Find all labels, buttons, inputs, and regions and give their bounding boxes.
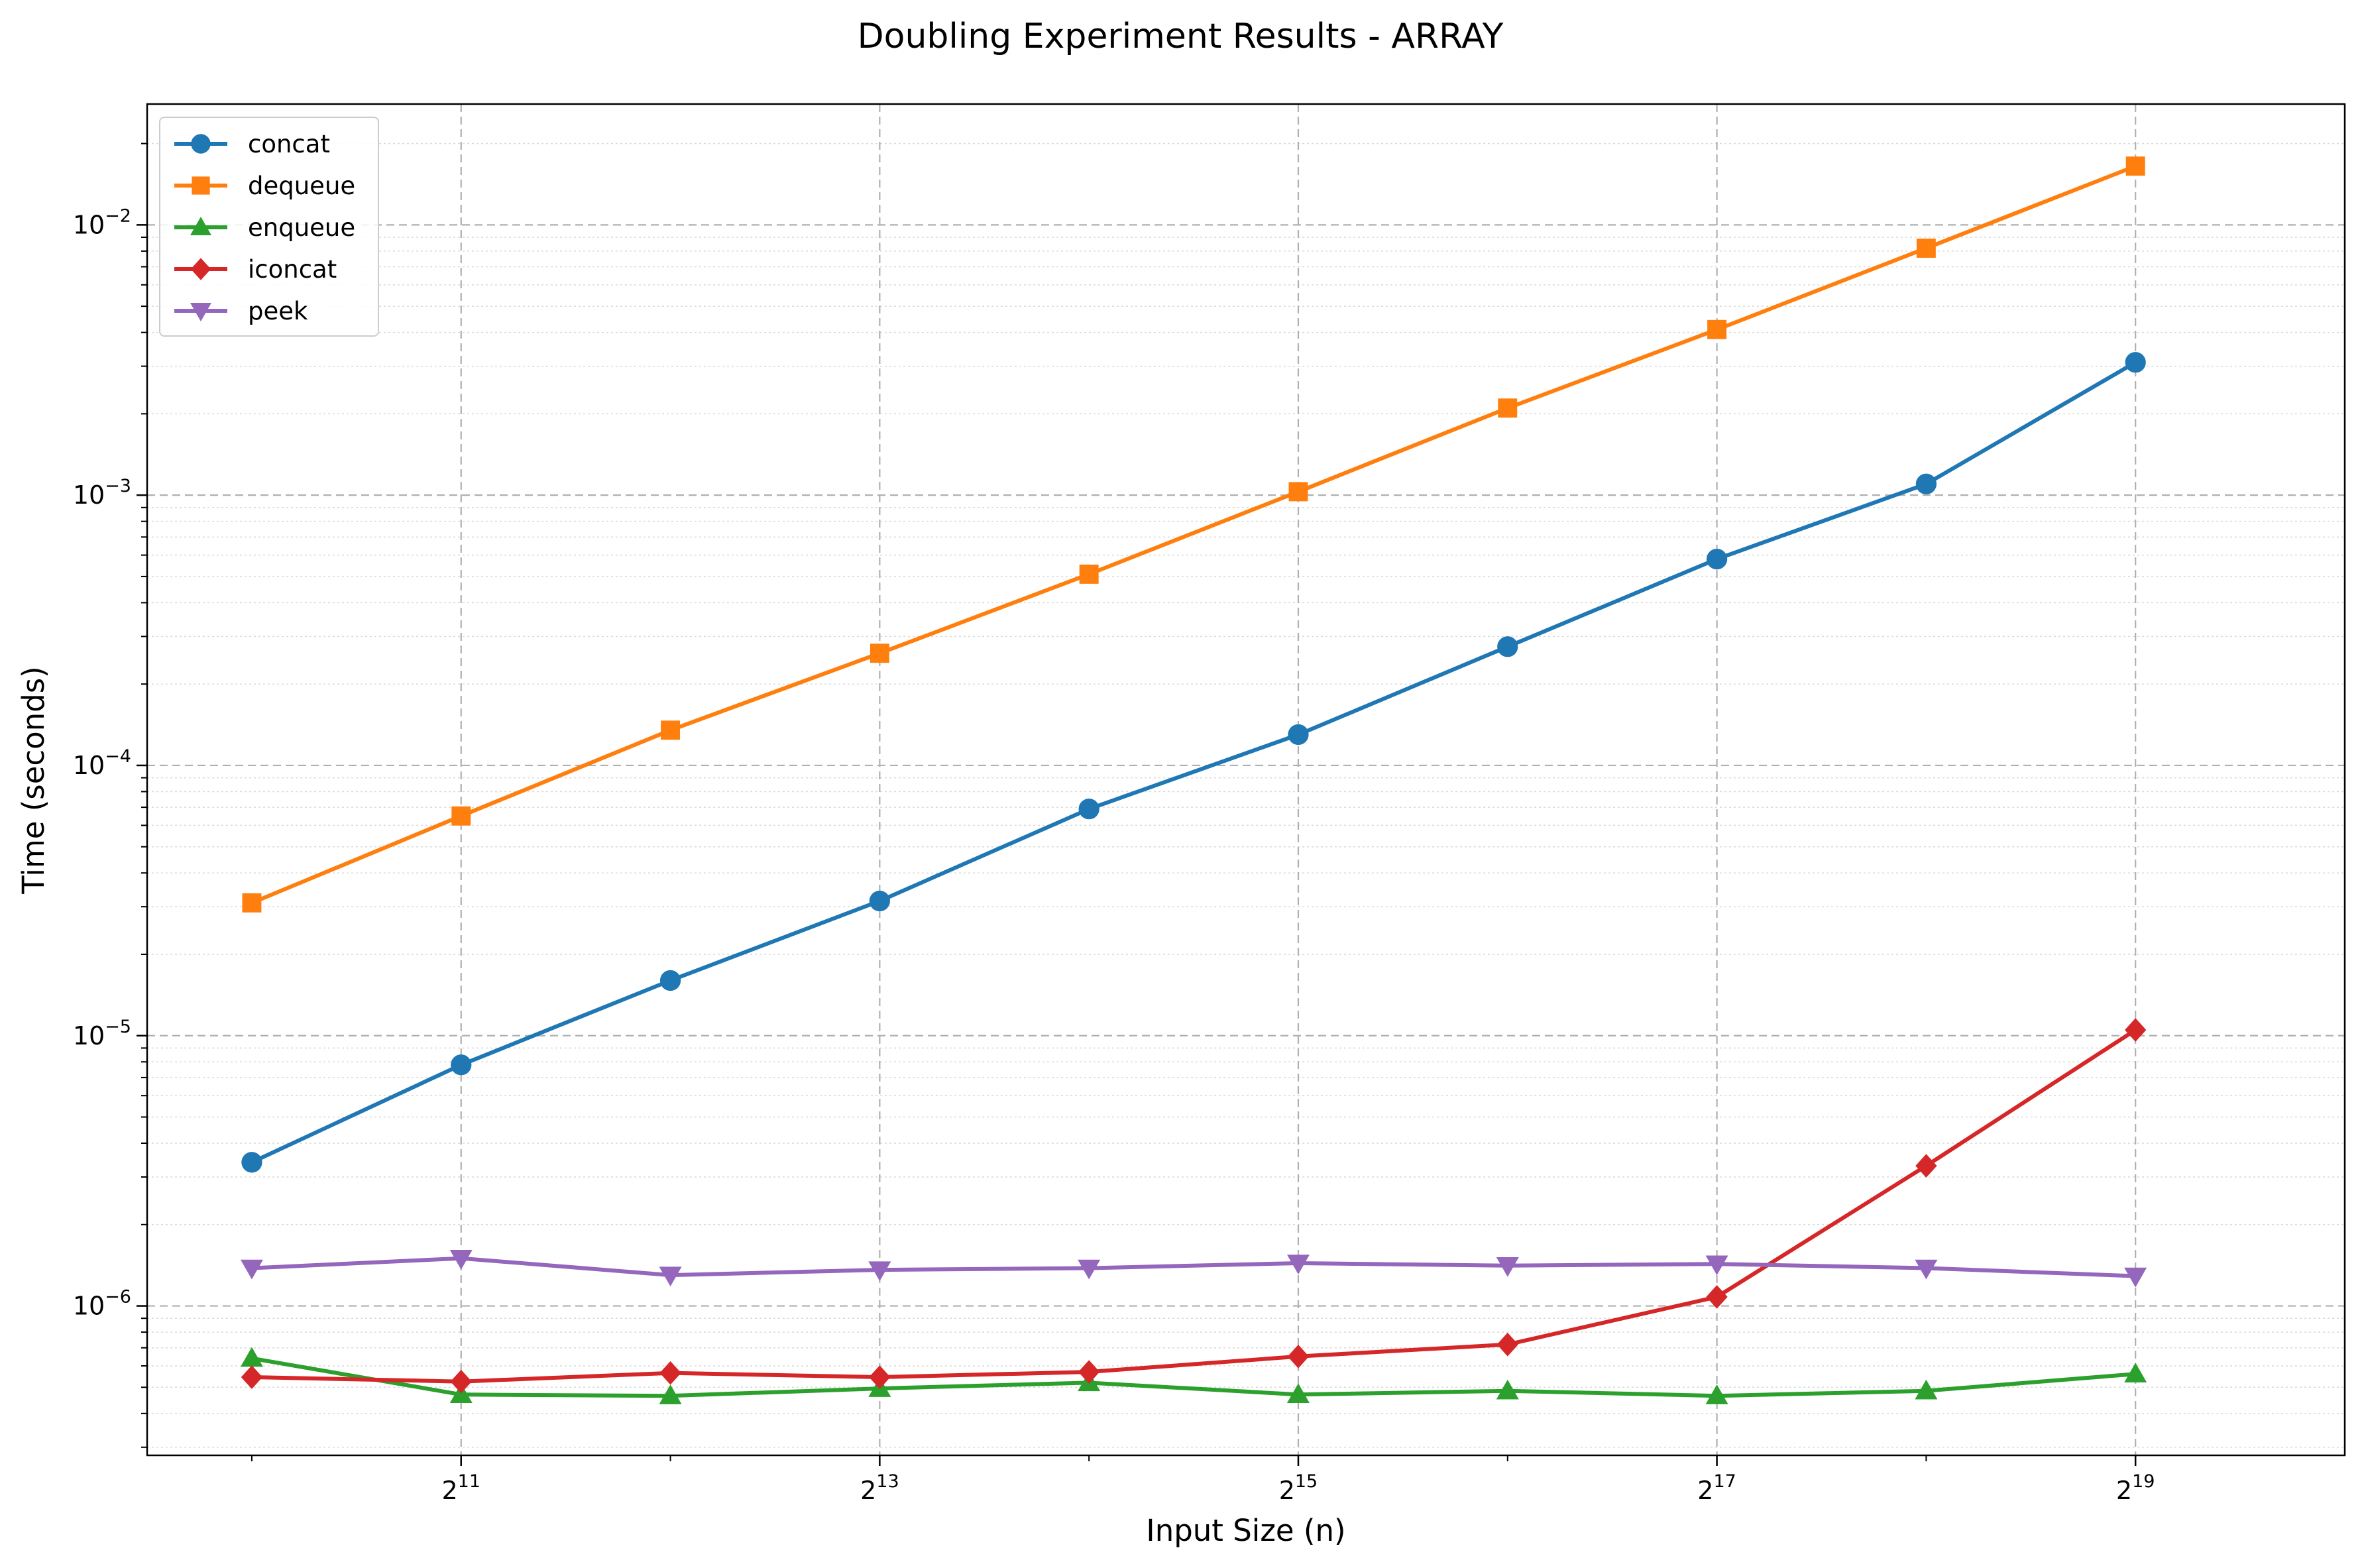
data-point-dequeue bbox=[1288, 482, 1308, 502]
data-point-concat bbox=[1078, 799, 1099, 820]
y-tick-label: 10−6 bbox=[73, 1287, 131, 1321]
data-point-enqueue bbox=[240, 1347, 263, 1367]
data-point-peek bbox=[868, 1261, 891, 1282]
legend-marker bbox=[192, 176, 210, 195]
data-point-dequeue bbox=[1916, 239, 1936, 258]
data-point-concat bbox=[1288, 724, 1309, 746]
data-point-iconcat bbox=[1287, 1344, 1310, 1369]
data-point-iconcat bbox=[1496, 1332, 1518, 1357]
legend-label: peek bbox=[248, 297, 308, 325]
legend: concat dequeue enqueue iconcat peek bbox=[159, 117, 379, 337]
data-point-enqueue bbox=[2124, 1363, 2147, 1382]
data-point-concat bbox=[1497, 636, 1518, 657]
data-point-peek bbox=[240, 1259, 263, 1280]
data-point-dequeue bbox=[1079, 564, 1099, 584]
data-point-dequeue bbox=[1707, 319, 1727, 339]
legend-marker bbox=[190, 217, 211, 235]
series-line-dequeue bbox=[250, 164, 2138, 905]
legend-label: concat bbox=[248, 130, 330, 158]
x-tick-label: 211 bbox=[441, 1471, 480, 1505]
data-point-concat bbox=[869, 890, 891, 912]
axis-ticks: 10−6 10−5 10−4 10−3 10−2 211 213 215 217 219 bbox=[73, 142, 2155, 1505]
legend-marker bbox=[190, 303, 211, 321]
x-axis-label: Input Size (n) bbox=[1146, 1513, 1345, 1548]
x-tick-label: 219 bbox=[2116, 1471, 2155, 1505]
y-axis-label: Time (seconds) bbox=[16, 666, 51, 894]
series-line-iconcat bbox=[250, 1028, 2138, 1384]
data-point-enqueue bbox=[1705, 1384, 1728, 1404]
data-point-enqueue bbox=[1915, 1379, 1938, 1400]
series-iconcat bbox=[241, 1018, 2147, 1394]
data-point-dequeue bbox=[2125, 156, 2145, 176]
data-point-enqueue bbox=[659, 1384, 682, 1404]
legend-marker bbox=[191, 134, 211, 154]
data-point-peek bbox=[1286, 1255, 1310, 1274]
legend-item-enqueue: enqueue bbox=[174, 213, 355, 242]
series-layer bbox=[240, 156, 2147, 1404]
legend-item-dequeue: dequeue bbox=[174, 172, 355, 200]
y-tick-label: 10−3 bbox=[73, 476, 131, 510]
data-point-dequeue bbox=[242, 893, 262, 913]
series-line-enqueue bbox=[250, 1356, 2138, 1398]
series-line-peek bbox=[250, 1256, 2138, 1278]
data-point-dequeue bbox=[1498, 398, 1518, 418]
x-tick-label: 215 bbox=[1279, 1471, 1318, 1505]
data-point-iconcat bbox=[1078, 1360, 1100, 1384]
data-point-iconcat bbox=[241, 1365, 263, 1389]
data-point-peek bbox=[449, 1249, 473, 1270]
data-point-concat bbox=[451, 1054, 472, 1076]
y-tick-label: 10−4 bbox=[73, 746, 131, 780]
chart-title: Doubling Experiment Results - ARRAY bbox=[858, 17, 1504, 56]
data-point-peek bbox=[1496, 1257, 1519, 1277]
major-grid bbox=[147, 104, 2345, 1455]
legend-box bbox=[159, 117, 379, 337]
data-point-peek bbox=[1915, 1259, 1938, 1280]
legend-label: enqueue bbox=[248, 213, 355, 242]
legend-label: iconcat bbox=[248, 255, 337, 284]
data-point-enqueue bbox=[1286, 1383, 1310, 1404]
data-point-dequeue bbox=[661, 720, 681, 740]
data-point-dequeue bbox=[870, 644, 889, 663]
legend-item-iconcat: iconcat bbox=[174, 255, 337, 284]
data-point-iconcat bbox=[659, 1361, 681, 1385]
data-point-iconcat bbox=[1706, 1285, 1728, 1309]
data-point-concat bbox=[241, 1152, 262, 1173]
y-tick-label: 10−2 bbox=[73, 205, 131, 239]
data-point-peek bbox=[1078, 1259, 1101, 1280]
x-tick-label: 213 bbox=[860, 1471, 899, 1505]
data-point-iconcat bbox=[2125, 1018, 2147, 1042]
data-point-concat bbox=[659, 970, 681, 991]
plot-frame bbox=[146, 103, 2346, 1457]
legend-marker bbox=[190, 258, 211, 280]
series-line-concat bbox=[250, 360, 2138, 1164]
data-point-concat bbox=[2125, 352, 2146, 373]
data-point-peek bbox=[2124, 1267, 2147, 1288]
series-concat bbox=[241, 352, 2146, 1173]
legend-item-concat: concat bbox=[174, 130, 330, 158]
data-point-peek bbox=[659, 1266, 682, 1287]
data-point-iconcat bbox=[450, 1369, 472, 1394]
data-point-concat bbox=[1706, 548, 1728, 570]
series-dequeue bbox=[242, 156, 2145, 913]
x-tick-label: 217 bbox=[1697, 1471, 1736, 1505]
data-point-peek bbox=[1705, 1255, 1728, 1276]
data-point-dequeue bbox=[451, 806, 471, 826]
data-point-iconcat bbox=[1915, 1154, 1937, 1178]
legend-label: dequeue bbox=[248, 172, 355, 200]
data-point-enqueue bbox=[1496, 1379, 1519, 1400]
series-peek bbox=[240, 1249, 2147, 1288]
data-point-iconcat bbox=[869, 1365, 891, 1389]
legend-item-peek: peek bbox=[174, 297, 308, 325]
y-tick-label: 10−5 bbox=[73, 1017, 131, 1050]
data-point-concat bbox=[1915, 473, 1937, 494]
